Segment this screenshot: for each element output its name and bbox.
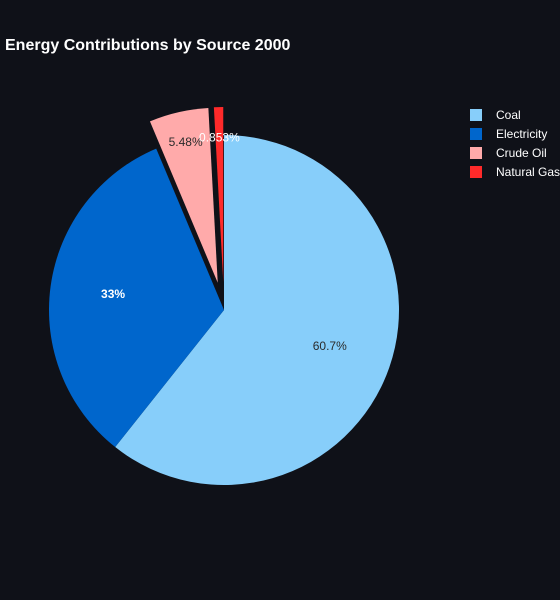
slice-label-coal: 60.7% — [313, 339, 347, 353]
chart-title: Energy Contributions by Source 2000 — [5, 37, 291, 54]
legend-label-electricity[interactable]: Electricity — [496, 127, 547, 141]
slice-natural-gas[interactable] — [213, 107, 224, 283]
slice-coal[interactable] — [115, 135, 399, 486]
slice-label-natural-gas: 0.853% — [199, 131, 240, 145]
legend-swatch-crude-oil[interactable] — [470, 147, 482, 159]
legend-label-crude-oil[interactable]: Crude Oil — [496, 146, 547, 160]
slice-electricity[interactable] — [49, 148, 224, 448]
legend: Coal Electricity Crude Oil Natural Gas — [470, 108, 560, 179]
slice-crude-oil[interactable] — [149, 107, 218, 283]
legend-label-coal[interactable]: Coal — [496, 108, 521, 122]
legend-swatch-electricity[interactable] — [470, 128, 482, 140]
pie-labels: 60.7% 33% 5.48%0.853% — [101, 131, 347, 353]
pie-slices — [49, 107, 399, 486]
legend-swatch-natural-gas[interactable] — [470, 166, 482, 178]
slice-label-electricity: 33% — [101, 287, 125, 301]
legend-label-natural-gas[interactable]: Natural Gas — [496, 165, 560, 179]
legend-swatch-coal[interactable] — [470, 109, 482, 121]
slice-label-crude-oil: 5.48% — [169, 135, 203, 149]
